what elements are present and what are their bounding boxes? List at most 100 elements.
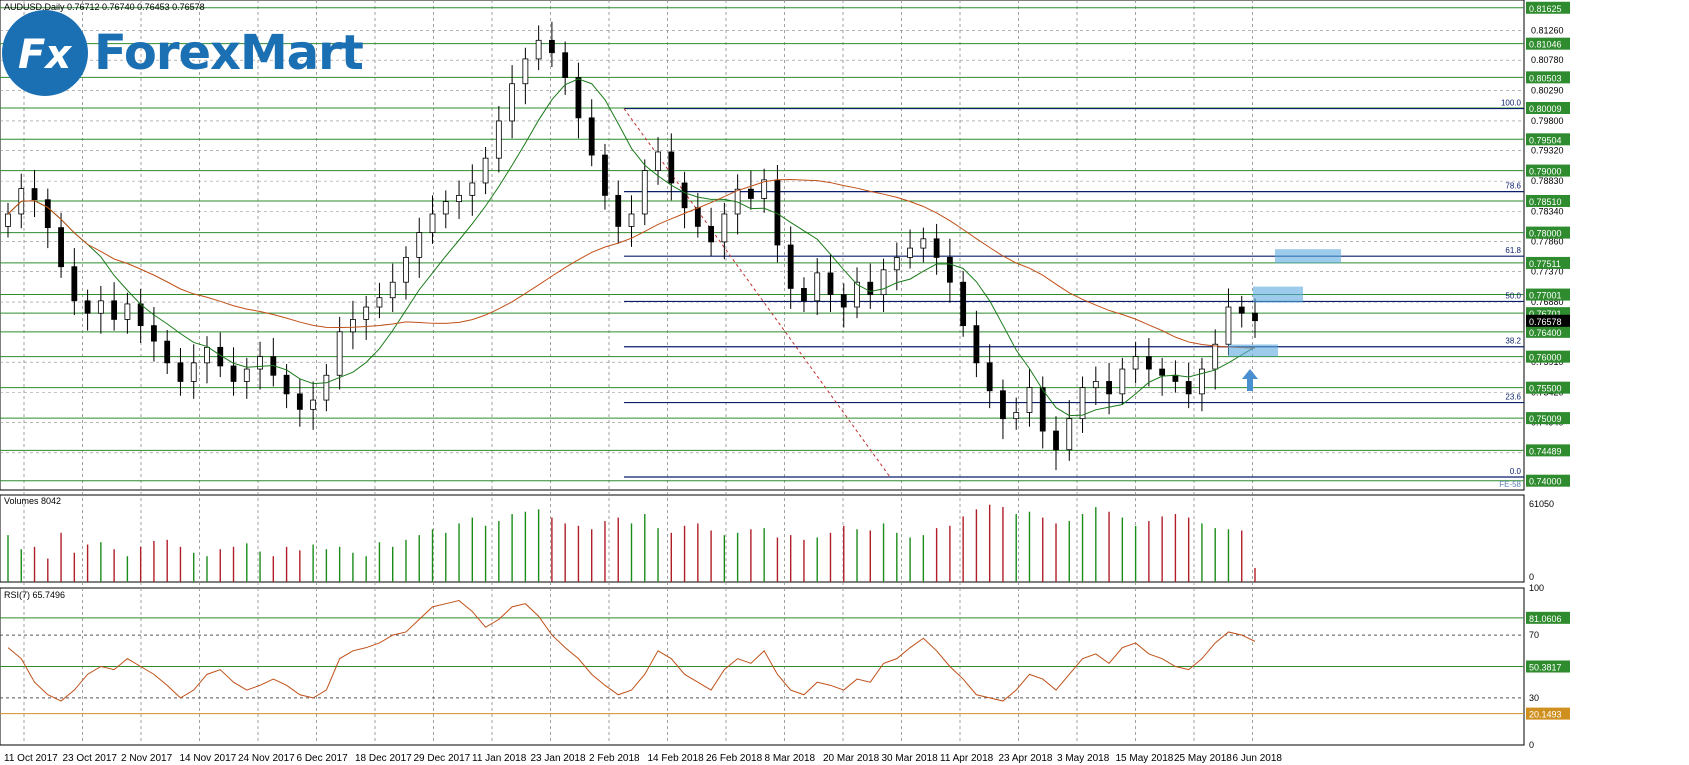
candle-body bbox=[151, 325, 157, 342]
logo-text: ForexMart bbox=[94, 25, 364, 81]
candle-body bbox=[588, 117, 595, 156]
rsi-level-tag bbox=[1526, 611, 1570, 624]
x-tick-label: 2 Nov 2017 bbox=[121, 753, 173, 764]
current-price-label: 0.76578 bbox=[1529, 317, 1562, 327]
candle-body bbox=[376, 297, 383, 308]
candle-body bbox=[854, 281, 860, 308]
candle-body bbox=[350, 319, 356, 333]
candle-body bbox=[1145, 356, 1152, 370]
level-tag-label: 0.77001 bbox=[1529, 291, 1562, 301]
candle-body bbox=[867, 281, 874, 296]
level-tag-label: 0.78000 bbox=[1529, 229, 1562, 239]
candle-body bbox=[880, 269, 887, 296]
price-tick-label: 0.80290 bbox=[1531, 86, 1564, 96]
rsi-line bbox=[7, 600, 1256, 702]
candle-body bbox=[655, 151, 661, 171]
panel-border-1 bbox=[0, 494, 1525, 583]
candle-body bbox=[1039, 387, 1046, 432]
highlight-zone bbox=[1228, 344, 1278, 357]
candle-body bbox=[71, 266, 78, 302]
candle-body bbox=[97, 300, 104, 314]
candle-body bbox=[283, 374, 290, 395]
candle-body bbox=[960, 281, 967, 327]
candle-body bbox=[230, 365, 237, 382]
candle-body bbox=[1079, 387, 1086, 420]
level-tag-label: 0.76701 bbox=[1529, 309, 1562, 319]
candle-body bbox=[893, 257, 900, 271]
price-tick-label: 0.81260 bbox=[1531, 25, 1564, 35]
candle-body bbox=[164, 340, 171, 364]
moving-average-slow bbox=[7, 178, 1256, 349]
level-tag-label: 0.76400 bbox=[1529, 328, 1562, 338]
candle-body bbox=[137, 303, 144, 327]
candle-body bbox=[694, 207, 701, 227]
level-tag bbox=[1526, 325, 1570, 338]
candle-body bbox=[1199, 368, 1205, 395]
candle-body bbox=[1225, 306, 1232, 345]
candle-body bbox=[456, 194, 462, 202]
level-tag bbox=[1526, 381, 1570, 394]
rsi-scale-label: 0 bbox=[1529, 740, 1534, 750]
level-tag-label: 0.75500 bbox=[1529, 384, 1562, 394]
candle-body bbox=[124, 303, 131, 320]
fibo-trend-line bbox=[623, 108, 891, 478]
candle-body bbox=[323, 374, 330, 401]
panel-border-0 bbox=[0, 0, 1525, 491]
price-tick-label: 0.79800 bbox=[1531, 116, 1564, 126]
level-tag-label: 0.76000 bbox=[1529, 353, 1562, 363]
x-tick-label: 23 Jan 2018 bbox=[531, 753, 586, 764]
price-tick-label: 0.78830 bbox=[1531, 176, 1564, 186]
candle-body bbox=[469, 182, 476, 196]
candle-body bbox=[1252, 312, 1258, 322]
candle-body bbox=[761, 179, 768, 199]
level-tag bbox=[1526, 288, 1570, 301]
fibo-name-label: FE-58 bbox=[1499, 480, 1521, 489]
level-tag-label: 0.74000 bbox=[1529, 477, 1562, 487]
candle-body bbox=[1119, 368, 1126, 395]
candle-body bbox=[111, 300, 118, 320]
candle-body bbox=[5, 213, 11, 227]
level-tag bbox=[1526, 412, 1570, 425]
fibo-level-label: 23.6 bbox=[1505, 393, 1521, 402]
x-tick-label: 20 Mar 2018 bbox=[823, 753, 880, 764]
candle-body bbox=[549, 39, 555, 54]
level-tag bbox=[1526, 101, 1570, 114]
level-tag bbox=[1526, 164, 1570, 177]
up-arrow-icon bbox=[1242, 369, 1258, 392]
x-tick-label: 24 Nov 2017 bbox=[238, 753, 295, 764]
candle-body bbox=[933, 238, 940, 258]
candle-body bbox=[628, 213, 635, 227]
candle-body bbox=[177, 362, 184, 382]
level-tag-label: 0.77511 bbox=[1529, 259, 1561, 269]
x-tick-label: 14 Feb 2018 bbox=[648, 753, 705, 764]
level-tag bbox=[1526, 133, 1570, 146]
candle-body bbox=[310, 399, 317, 410]
candle-body bbox=[1013, 412, 1020, 420]
forexmart-logo: Fx ForexMart bbox=[2, 10, 364, 96]
candle-body bbox=[615, 194, 622, 227]
rsi-level-label: 50.3817 bbox=[1529, 663, 1562, 673]
candle-body bbox=[1106, 381, 1112, 395]
x-tick-label: 23 Oct 2017 bbox=[63, 753, 118, 764]
x-tick-label: 15 May 2018 bbox=[1116, 753, 1174, 764]
rsi-scale-label: 100 bbox=[1529, 583, 1544, 593]
fibo-level-label: 50.0 bbox=[1505, 291, 1521, 300]
level-tag bbox=[1526, 194, 1570, 207]
candle-body bbox=[602, 154, 608, 196]
candle-body bbox=[721, 213, 728, 243]
x-tick-label: 8 Mar 2018 bbox=[765, 753, 816, 764]
candle-body bbox=[58, 227, 64, 268]
x-tick-label: 30 Mar 2018 bbox=[882, 753, 939, 764]
x-tick-label: 11 Apr 2018 bbox=[940, 753, 994, 764]
fibo-level-label: 78.6 bbox=[1505, 182, 1521, 191]
candle-body bbox=[562, 52, 569, 78]
candle-body bbox=[1172, 374, 1179, 382]
fx-logo-icon: Fx bbox=[2, 10, 88, 96]
candle-body bbox=[1000, 390, 1006, 420]
x-tick-label: 11 Oct 2017 bbox=[4, 753, 58, 764]
candle-body bbox=[1066, 418, 1073, 451]
candle-body bbox=[31, 188, 38, 201]
price-tick-label: 0.77860 bbox=[1531, 236, 1564, 246]
rsi-level-tag bbox=[1526, 660, 1570, 673]
level-tag-label: 0.79504 bbox=[1529, 135, 1562, 145]
